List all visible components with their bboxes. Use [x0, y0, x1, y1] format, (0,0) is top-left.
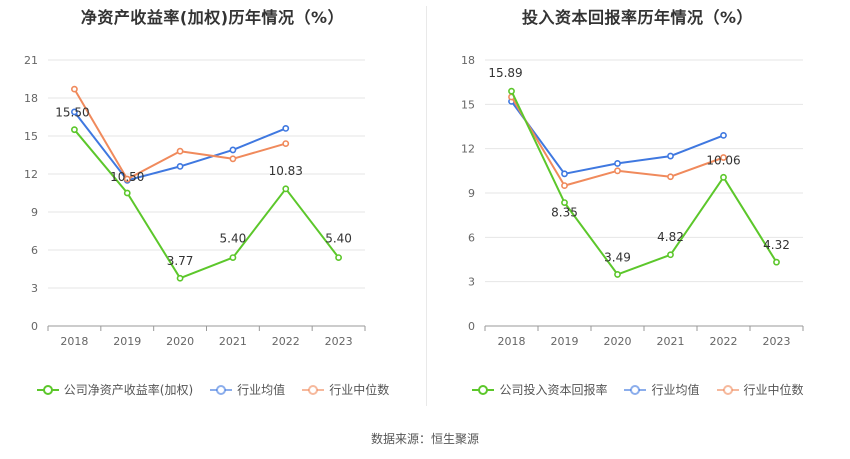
data-point-avg — [282, 124, 290, 132]
legend-marker-icon — [302, 384, 325, 395]
legend-label: 行业均值 — [237, 383, 286, 397]
y-tick-label: 0 — [31, 320, 38, 333]
data-point-avg — [614, 160, 621, 167]
data-point-company — [667, 251, 674, 259]
data-point-avg — [667, 152, 674, 160]
roic-legend: 公司投入资本回报率 行业均值 行业中位数 — [425, 381, 850, 398]
y-tick-label: 3 — [31, 282, 38, 295]
data-point-median — [720, 154, 727, 161]
legend-item-company[interactable]: 公司投入资本回报率 — [471, 381, 607, 398]
data-label: 5.40 — [220, 232, 247, 246]
x-tick-label: 2021 — [657, 335, 685, 348]
series-line-company — [73, 129, 340, 280]
legend-marker-icon — [716, 384, 739, 395]
data-point-company — [508, 87, 515, 95]
y-tick-label: 0 — [468, 320, 475, 333]
legend-item-company[interactable]: 公司净资产收益率(加权) — [36, 381, 193, 398]
data-point-company — [229, 254, 237, 261]
data-point-company — [335, 254, 342, 261]
x-tick-label: 2019 — [551, 335, 579, 348]
y-tick-label: 6 — [31, 244, 38, 257]
x-tick-label: 2022 — [272, 335, 300, 348]
y-tick-label: 21 — [24, 54, 38, 67]
data-point-avg — [561, 170, 568, 178]
data-label: 10.50 — [110, 170, 144, 184]
data-label: 10.06 — [706, 153, 740, 167]
x-tick-label: 2018 — [60, 335, 88, 348]
data-point-company — [123, 189, 131, 197]
legend-item-avg[interactable]: 行业均值 — [623, 381, 700, 398]
x-tick-label: 2020 — [604, 335, 632, 348]
legend-marker-icon — [36, 384, 59, 395]
y-tick-label: 18 — [461, 54, 475, 67]
data-point-median — [176, 147, 184, 155]
legend-label: 公司投入资本回报率 — [499, 383, 608, 397]
data-point-avg — [720, 131, 727, 139]
data-point-median — [282, 140, 290, 147]
legend-label: 行业均值 — [651, 383, 700, 397]
legend-label: 公司净资产收益率(加权) — [63, 383, 194, 397]
legend-label: 行业中位数 — [743, 383, 804, 397]
data-point-median — [71, 85, 78, 93]
legend-item-median[interactable]: 行业中位数 — [301, 381, 389, 398]
series-line-company — [510, 90, 778, 276]
data-label: 5.40 — [325, 232, 352, 246]
data-point-company — [282, 185, 290, 193]
data-point-company — [773, 258, 780, 266]
x-tick-label: 2018 — [498, 335, 526, 348]
legend-label: 行业中位数 — [329, 383, 390, 397]
data-point-company — [71, 126, 78, 134]
roe-chart-panel: 净资产收益率(加权)历年情况（%） 0 3 6 9 12 15 18 21 2018 2019 20… — [0, 0, 425, 410]
y-tick-label: 12 — [24, 168, 38, 181]
panel-divider — [426, 6, 427, 406]
roe-chart-title: 净资产收益率(加权)历年情况（%） — [80, 8, 345, 27]
data-label: 8.35 — [551, 206, 578, 220]
data-label: 15.50 — [55, 106, 89, 120]
legend-item-median[interactable]: 行业中位数 — [716, 381, 804, 398]
x-tick-label: 2019 — [113, 335, 141, 348]
x-tick-label: 2020 — [166, 335, 194, 348]
data-label: 4.82 — [657, 230, 684, 244]
data-label: 3.77 — [167, 254, 194, 268]
y-tick-label: 15 — [461, 98, 475, 111]
data-point-company — [561, 199, 568, 207]
data-point-median — [561, 182, 568, 190]
y-tick-label: 18 — [24, 92, 38, 105]
roic-chart-panel: 投入资本回报率历年情况（%） 0 3 6 9 12 15 18 2018 2019 2020 202… — [425, 0, 850, 410]
y-tick-label: 15 — [24, 130, 38, 143]
data-point-avg — [71, 108, 78, 116]
data-point-avg — [176, 162, 184, 170]
x-tick-label: 2023 — [763, 335, 791, 348]
x-tick-label: 2023 — [325, 335, 353, 348]
x-tick-label: 2021 — [219, 335, 247, 348]
data-source-label: 数据来源：恒生聚源 — [370, 432, 479, 446]
roic-chart-title: 投入资本回报率历年情况（%） — [521, 8, 754, 27]
data-label: 10.83 — [269, 164, 303, 178]
y-tick-label: 12 — [461, 143, 475, 156]
data-point-median — [229, 155, 237, 163]
legend-item-avg[interactable]: 行业均值 — [209, 381, 285, 398]
y-tick-label: 9 — [468, 187, 475, 200]
y-tick-label: 3 — [468, 276, 475, 289]
data-label: 3.49 — [604, 250, 631, 264]
data-point-median — [123, 175, 131, 183]
y-tick-label: 6 — [468, 231, 475, 244]
roic-plot-area: 0 3 6 9 12 15 18 2018 2019 2020 2021 2022 2023 15.89 8… — [461, 54, 804, 348]
data-label: 4.32 — [763, 238, 790, 252]
data-point-median — [614, 167, 621, 175]
roe-legend: 公司净资产收益率(加权) 行业均值 行业中位数 — [0, 381, 425, 398]
data-point-company — [720, 173, 727, 181]
legend-marker-icon — [624, 384, 647, 395]
legend-marker-icon — [210, 384, 233, 395]
data-point-company — [614, 271, 621, 278]
roe-plot-area: 0 3 6 9 12 15 18 21 2018 2019 2020 2021 2022 2023 15.5… — [24, 54, 366, 348]
x-tick-label: 2022 — [710, 335, 738, 348]
legend-marker-icon — [472, 384, 495, 395]
series-line-avg — [73, 111, 287, 182]
data-point-avg — [229, 146, 237, 154]
data-point-median — [667, 173, 674, 181]
y-tick-label: 9 — [31, 206, 38, 219]
data-label: 15.89 — [488, 66, 522, 80]
data-point-company — [176, 274, 184, 282]
